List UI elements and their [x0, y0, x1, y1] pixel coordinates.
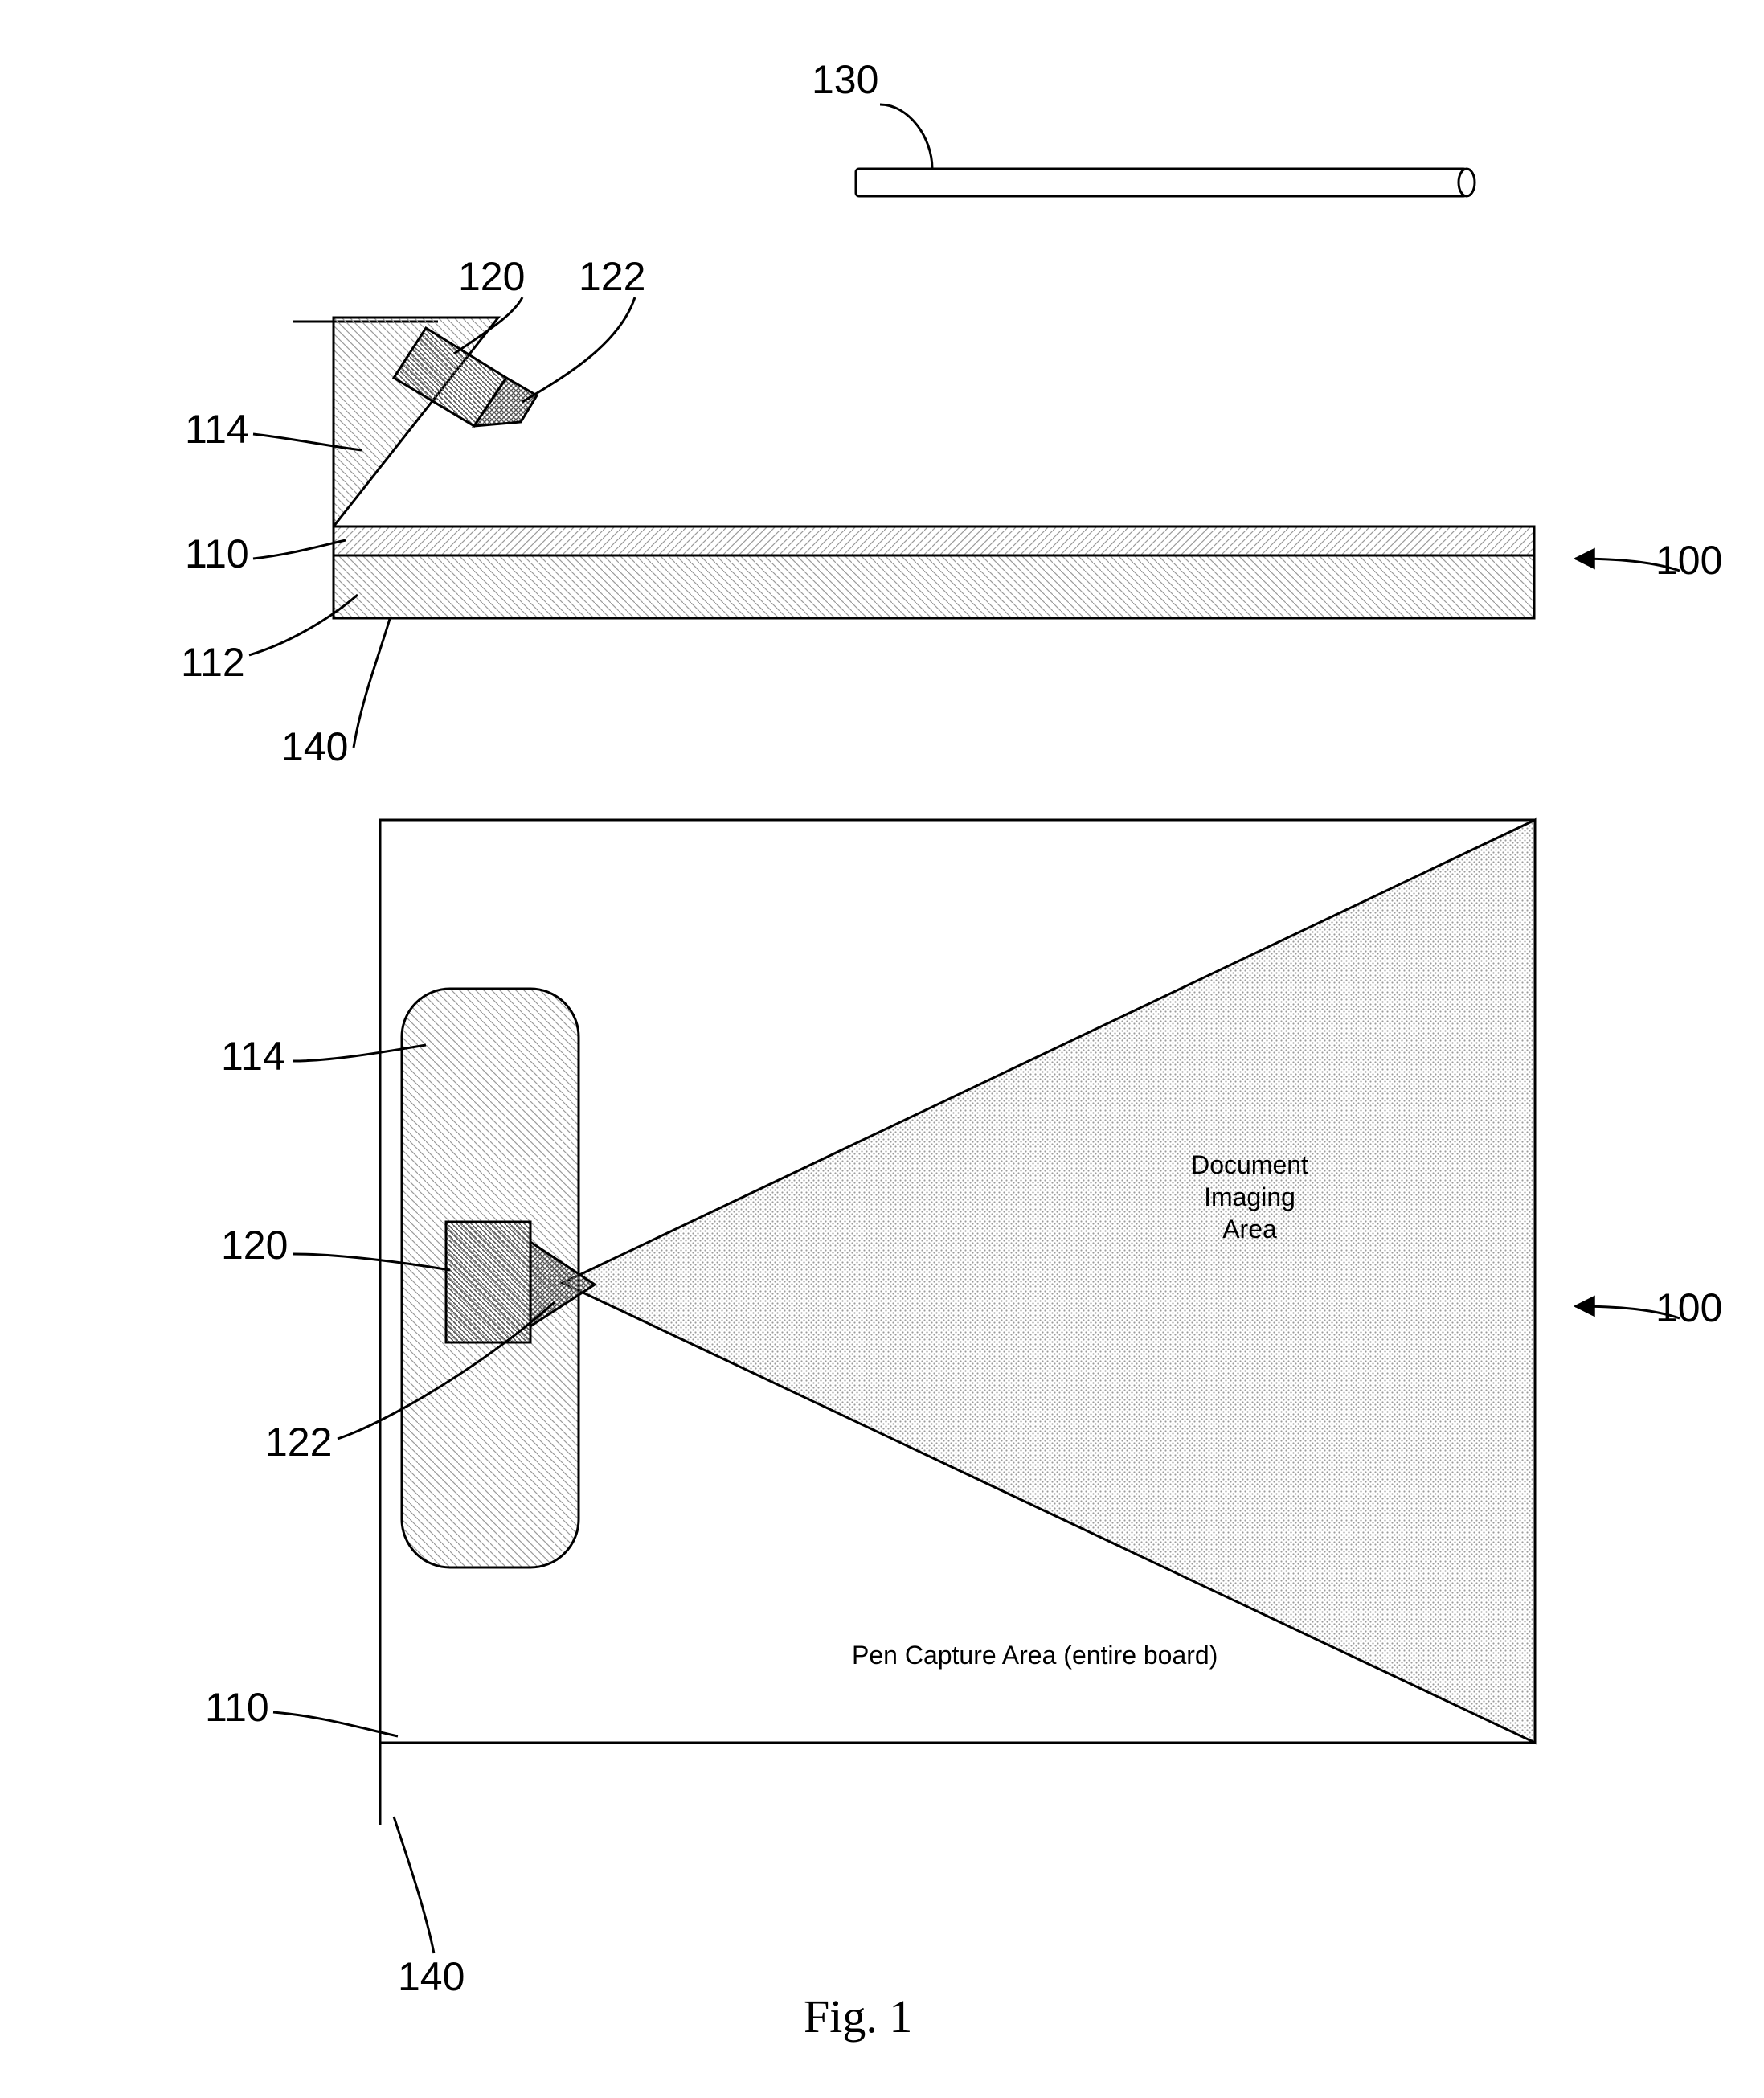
leader-110-side	[253, 540, 346, 559]
slab-112	[334, 555, 1534, 618]
leader-140-top	[394, 1817, 434, 1953]
figure-caption: Fig. 1	[804, 1989, 912, 2043]
pen-shape	[856, 169, 1475, 196]
ref-122-label-top: 122	[265, 1419, 332, 1465]
ref-140-label-top: 140	[398, 1953, 465, 2000]
leader-140-side	[354, 619, 390, 748]
leader-122-side	[522, 297, 635, 402]
doc-area-text-line2: Imaging	[1204, 1182, 1295, 1211]
slab-110	[334, 527, 1534, 555]
camera-body-120-top	[446, 1222, 530, 1342]
ref-110-label-side: 110	[185, 531, 249, 577]
ref-120-label-side: 120	[458, 253, 525, 300]
ref-120-label-top: 120	[221, 1222, 288, 1268]
ref-112-label: 112	[181, 639, 245, 686]
ref-110-label-top: 110	[205, 1684, 269, 1731]
doc-area-text-line1: Document	[1191, 1150, 1308, 1179]
top-view-group: Document Imaging Area Pen Capture Area (…	[273, 820, 1680, 1953]
ref-114-label-side: 114	[185, 406, 249, 453]
doc-area-text-line3: Area	[1222, 1215, 1277, 1244]
ref-122-label-side: 122	[579, 253, 645, 300]
ref-114-label-top: 114	[221, 1033, 285, 1080]
side-view-group	[249, 104, 1680, 748]
ref-130-label: 130	[812, 56, 878, 103]
leader-130	[880, 104, 932, 169]
ref-100-label-top: 100	[1656, 1285, 1722, 1331]
ref-140-label-side: 140	[281, 723, 348, 770]
ref-100-label-side: 100	[1656, 537, 1722, 584]
pen-area-text: Pen Capture Area (entire board)	[852, 1641, 1218, 1670]
